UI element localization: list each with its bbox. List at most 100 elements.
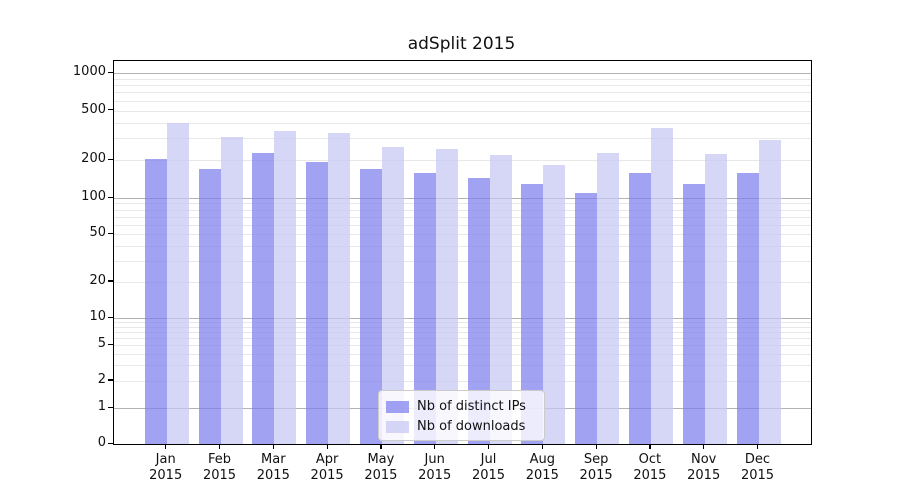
bar-distinct-ips — [682, 183, 705, 444]
bar-downloads — [650, 127, 673, 444]
y-tick-label: 1 — [97, 399, 106, 414]
y-tick-label: 200 — [81, 151, 106, 167]
x-tick-label: Nov 2015 — [672, 452, 736, 484]
x-tick-label: Dec 2015 — [726, 452, 790, 484]
legend: Nb of distinct IPs Nb of downloads — [378, 390, 545, 441]
x-tick-label: Jun 2015 — [403, 452, 467, 484]
x-tick-mark — [272, 444, 274, 449]
legend-swatch-distinct-ips — [386, 400, 409, 413]
x-tick-mark — [380, 444, 382, 449]
y-tick-mark — [108, 406, 113, 408]
x-tick-label-line: 2015 — [525, 468, 559, 483]
y-tick-label: 100 — [81, 189, 106, 204]
x-tick-label-line: Jul — [480, 452, 497, 467]
bar-downloads — [166, 122, 189, 444]
x-tick-mark — [219, 444, 221, 449]
legend-item-downloads: Nb of downloads — [386, 417, 536, 436]
y-tick-mark — [108, 158, 113, 161]
gridline-minor — [114, 160, 811, 162]
gridline-minor — [114, 203, 811, 205]
gridline-major — [114, 198, 811, 199]
bar-distinct-ips — [413, 172, 436, 444]
x-tick-label: Jan 2015 — [134, 452, 198, 484]
x-tick-label-line: Dec — [744, 452, 771, 467]
gridline-minor — [114, 281, 811, 283]
x-tick-mark — [757, 444, 759, 449]
gridline-minor — [114, 100, 811, 102]
gridline-minor — [114, 380, 811, 382]
x-tick-label-line: Oct — [638, 452, 662, 467]
bar-distinct-ips — [521, 183, 544, 444]
x-tick-label-line: 2015 — [687, 468, 721, 483]
y-tick-label: 0 — [97, 435, 106, 450]
bar-distinct-ips — [736, 172, 759, 444]
gridline-major — [114, 318, 811, 319]
x-tick-mark — [326, 444, 328, 449]
y-tick-mark — [108, 379, 113, 381]
bar-distinct-ips — [144, 159, 167, 444]
y-tick-label: 2 — [97, 371, 106, 387]
y-tick-mark — [108, 316, 113, 318]
x-tick-label-line: 2015 — [740, 468, 775, 483]
bar-downloads — [597, 152, 620, 444]
gridline-minor — [114, 209, 811, 211]
y-tick-mark — [108, 343, 113, 345]
bar-downloads — [543, 164, 566, 444]
x-tick-label-line: 2015 — [471, 468, 506, 483]
gridline-minor — [114, 85, 811, 87]
x-tick-label-line: 2015 — [364, 468, 398, 483]
bar-downloads — [704, 153, 727, 444]
x-tick-label-line: 2015 — [149, 468, 183, 483]
legend-item-distinct-ips: Nb of distinct IPs — [386, 397, 536, 416]
legend-label-distinct-ips: Nb of distinct IPs — [417, 399, 526, 414]
bar-distinct-ips — [252, 152, 275, 444]
bar-downloads — [489, 155, 512, 444]
bar-downloads — [435, 149, 458, 444]
y-tick-label: 1000 — [72, 64, 106, 79]
x-tick-label: Oct 2015 — [618, 452, 682, 484]
bar-downloads — [274, 130, 297, 444]
gridline-minor — [114, 216, 811, 218]
x-tick-mark — [703, 444, 705, 449]
x-tick-label: Feb 2015 — [188, 452, 252, 484]
x-tick-label-line: 2015 — [418, 468, 452, 483]
x-tick-label-line: 2015 — [310, 468, 344, 483]
x-tick-mark — [165, 444, 167, 449]
x-tick-label-line: May — [367, 452, 395, 467]
bar-downloads — [758, 140, 781, 444]
x-tick-label: Aug 2015 — [510, 452, 574, 484]
y-tick-label: 50 — [89, 225, 106, 241]
x-tick-mark — [434, 444, 436, 449]
x-tick-label-line: Feb — [207, 452, 232, 467]
x-tick-label: May 2015 — [349, 452, 413, 484]
bar-downloads — [381, 147, 404, 444]
x-tick-mark — [595, 444, 597, 449]
gridline-minor — [114, 110, 811, 112]
y-tick-mark — [108, 232, 113, 234]
x-tick-label: Sep 2015 — [564, 452, 628, 484]
x-tick-label-line: Aug — [529, 452, 555, 467]
gridline-minor — [114, 92, 811, 94]
y-tick-label: 10 — [89, 309, 106, 324]
bar-downloads — [328, 133, 351, 444]
y-tick-mark — [108, 196, 113, 198]
x-tick-label-line: 2015 — [633, 468, 667, 483]
chart-title: adSplit 2015 — [407, 34, 516, 54]
x-tick-label-line: Sep — [583, 452, 609, 467]
bar-distinct-ips — [628, 172, 651, 444]
x-tick-label-line: 2015 — [579, 468, 613, 483]
x-tick-label: Jul 2015 — [457, 452, 521, 484]
x-tick-label-line: Nov — [691, 452, 717, 467]
legend-label-downloads: Nb of downloads — [417, 419, 526, 434]
gridline-major — [114, 73, 811, 74]
gridline-minor — [114, 245, 811, 247]
x-tick-label: Apr 2015 — [295, 452, 359, 484]
gridline-minor — [114, 260, 811, 262]
x-tick-mark — [541, 444, 543, 449]
bar-distinct-ips — [359, 169, 382, 444]
x-tick-mark — [488, 444, 490, 449]
gridline-minor — [114, 337, 811, 339]
y-tick-mark — [108, 71, 113, 73]
x-tick-label-line: Jan — [155, 452, 176, 467]
gridline-minor — [114, 365, 811, 367]
